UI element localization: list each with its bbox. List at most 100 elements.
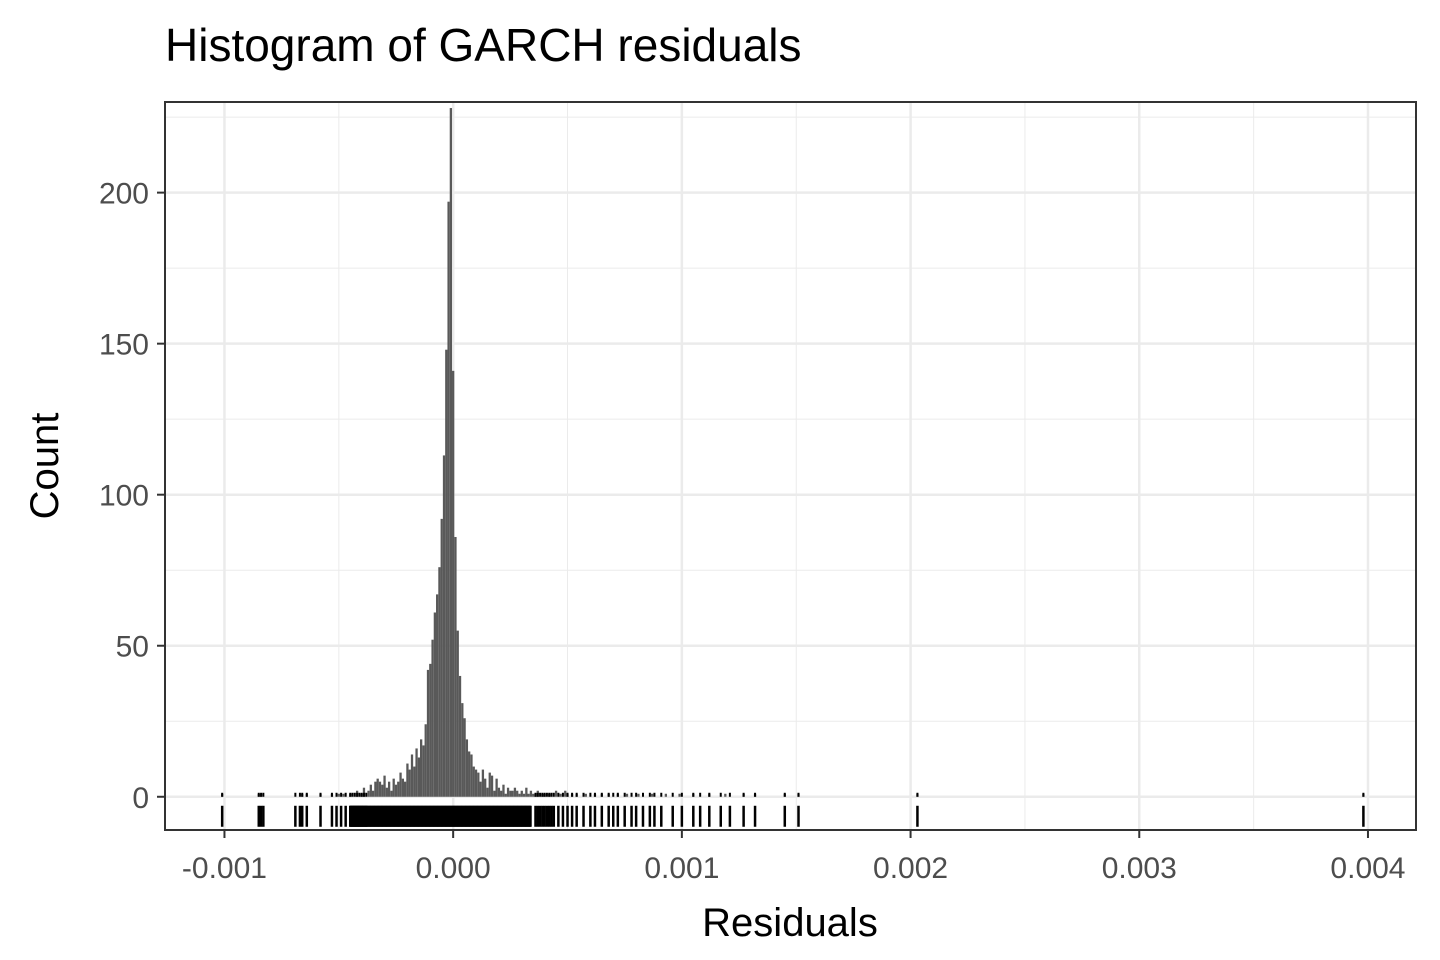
x-tick-label: 0.001 xyxy=(644,852,719,885)
y-tick-label: 100 xyxy=(99,480,149,513)
histogram-bar xyxy=(470,754,473,797)
histogram-bar xyxy=(650,793,654,797)
histogram-bar xyxy=(724,793,727,797)
histogram-bar xyxy=(472,766,475,797)
chart-title: Histogram of GARCH residuals xyxy=(165,19,802,71)
histogram-bar xyxy=(337,793,340,797)
histogram-bar xyxy=(381,784,384,797)
y-tick-label: 0 xyxy=(132,782,149,815)
histogram-bar xyxy=(509,790,512,797)
y-tick-label: 50 xyxy=(116,631,149,664)
histogram-bar xyxy=(447,201,450,797)
x-tick-label: 0.000 xyxy=(416,852,491,885)
histogram-bar xyxy=(376,778,379,797)
histogram-bar xyxy=(506,787,510,797)
histogram-bar xyxy=(417,757,421,797)
histogram-bar xyxy=(442,455,446,797)
histogram-bar xyxy=(532,793,535,797)
y-tick-label: 200 xyxy=(99,178,149,211)
histogram-bar xyxy=(433,612,437,797)
histogram-bar xyxy=(415,748,418,797)
histogram-bar xyxy=(406,763,409,797)
histogram-bar xyxy=(520,790,523,797)
histogram-bar xyxy=(408,769,411,797)
histogram-bar xyxy=(390,790,393,797)
x-tick-label: -0.001 xyxy=(182,852,267,885)
histogram-bar xyxy=(490,775,494,797)
histogram-bar xyxy=(465,739,469,797)
histogram-bar xyxy=(369,784,372,797)
histogram-bar xyxy=(518,793,521,797)
histogram-bar xyxy=(374,781,377,797)
histogram-bar xyxy=(527,793,530,797)
histogram-bar xyxy=(458,675,462,797)
histogram-bar xyxy=(479,781,482,797)
histogram-bar xyxy=(422,745,425,797)
histogram-bar xyxy=(484,778,487,797)
grid-lines xyxy=(165,102,1416,830)
histogram-bar xyxy=(474,769,478,797)
histogram-bar xyxy=(378,781,382,797)
histogram-bar xyxy=(584,793,587,797)
rug-marks xyxy=(220,792,1365,827)
y-axis: 0 50 100 150 200 xyxy=(99,178,165,815)
histogram-bar xyxy=(385,787,388,797)
histogram-bar xyxy=(387,781,391,797)
histogram-bar xyxy=(529,790,533,797)
histogram-bar xyxy=(481,769,485,797)
histogram-bar xyxy=(383,775,386,797)
x-axis-title: Residuals xyxy=(702,901,878,945)
histogram-bar xyxy=(554,790,558,797)
histogram-bar xyxy=(342,793,345,797)
histogram-bar xyxy=(371,790,375,797)
histogram-bar xyxy=(399,772,402,797)
histogram-bar xyxy=(516,790,519,797)
histogram-bar xyxy=(468,751,471,797)
histogram-bar xyxy=(401,778,404,797)
histogram-bar xyxy=(488,772,491,797)
histogram-bar xyxy=(438,567,441,797)
histogram-bar xyxy=(678,793,681,797)
x-tick-label: 0.003 xyxy=(1102,852,1177,885)
histogram-bar xyxy=(504,793,507,797)
histogram-bar xyxy=(522,793,526,797)
y-axis-title: Count xyxy=(23,413,67,520)
histogram-bar xyxy=(559,793,562,797)
histogram-bar xyxy=(413,766,416,797)
histogram-bar xyxy=(410,754,414,797)
histogram-bar xyxy=(502,784,505,797)
x-axis: -0.001 0.000 0.001 0.002 0.003 0.004 xyxy=(182,830,1406,885)
histogram-bar xyxy=(420,739,423,797)
panel-border xyxy=(164,101,1417,831)
histogram-bar xyxy=(445,349,448,797)
histogram-bar xyxy=(456,630,459,797)
histogram-bar xyxy=(392,778,395,797)
x-tick-label: 0.004 xyxy=(1330,852,1405,885)
histogram-bar xyxy=(500,790,503,797)
histogram-bar xyxy=(436,594,439,797)
y-tick-label: 150 xyxy=(99,329,149,362)
histogram-bar xyxy=(440,518,443,797)
histogram-bar xyxy=(564,790,567,797)
histogram-bar xyxy=(403,781,407,797)
histogram-bar xyxy=(429,663,432,797)
histogram-bar xyxy=(449,108,453,797)
histogram-bar xyxy=(625,793,629,797)
histogram-bar xyxy=(424,724,427,797)
histogram-bar xyxy=(397,781,400,797)
histogram-bar xyxy=(486,787,489,797)
histogram-bar xyxy=(525,787,528,797)
histogram-bar xyxy=(362,787,366,797)
histogram-bar xyxy=(394,784,398,797)
histogram-bar xyxy=(463,718,466,797)
histogram-bar xyxy=(497,787,501,797)
histogram-bar xyxy=(477,772,480,797)
x-tick-label: 0.002 xyxy=(873,852,948,885)
histogram-bar xyxy=(511,790,514,797)
histogram-bar xyxy=(495,778,498,797)
histogram-bar xyxy=(452,370,455,797)
histogram-bars xyxy=(221,108,1365,797)
histogram-bar xyxy=(637,793,640,797)
histogram-bar xyxy=(454,536,457,797)
